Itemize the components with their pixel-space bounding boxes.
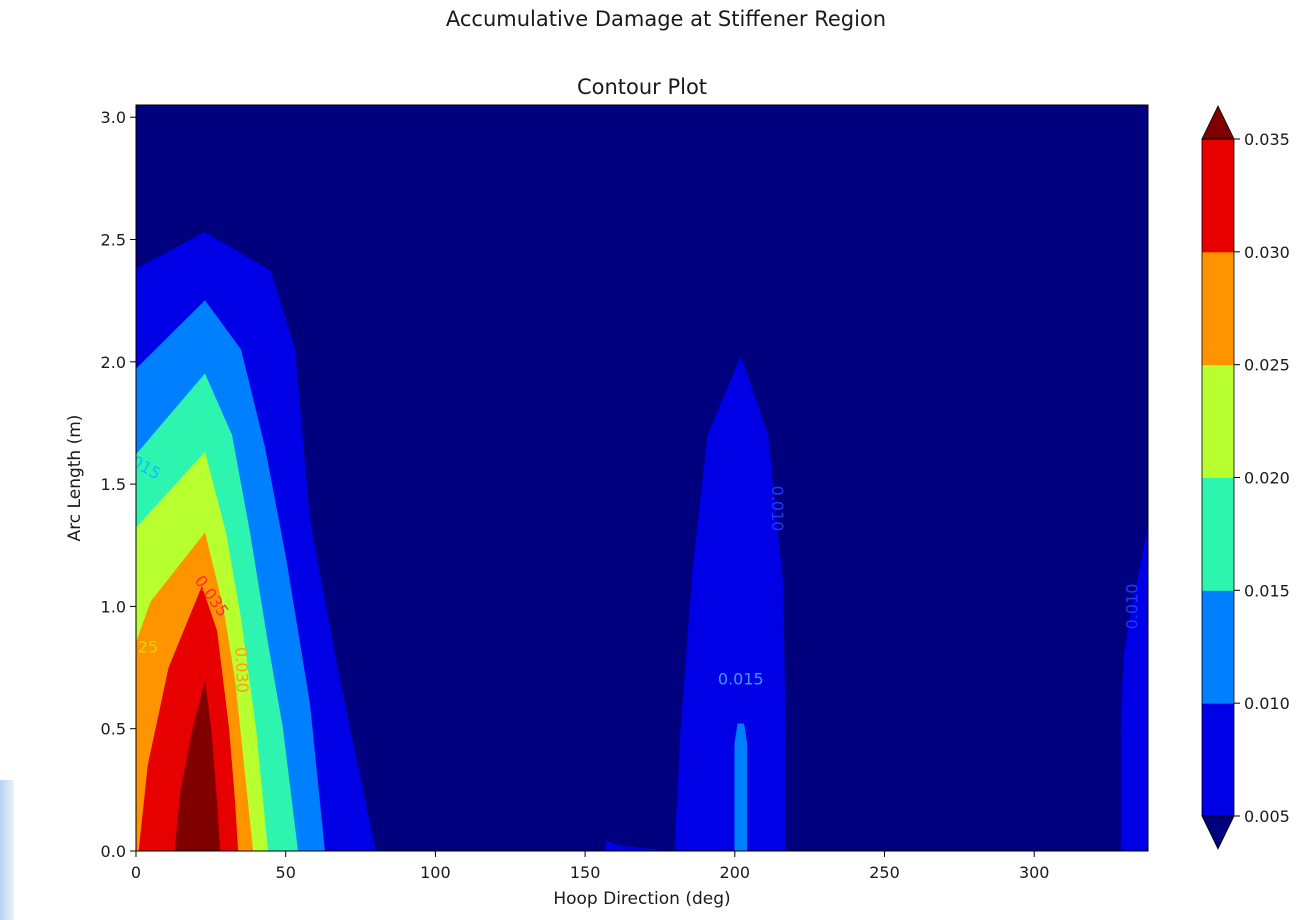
x-tick-label: 0 — [131, 863, 141, 882]
x-tick-label: 200 — [720, 863, 751, 882]
x-tick-label: 300 — [1019, 863, 1050, 882]
colorbar-band-4 — [1202, 251, 1234, 366]
contour-label-5: 0.010 — [768, 486, 787, 532]
x-axis-label: Hoop Direction (deg) — [553, 889, 730, 909]
colorbar-under-extension — [1201, 815, 1235, 850]
colorbar-tick-label: 0.020 — [1244, 469, 1290, 488]
y-tick-label: 1.0 — [101, 597, 126, 616]
y-axis-label: Arc Length (m) — [65, 415, 85, 542]
colorbar-tick-label: 0.005 — [1244, 807, 1290, 826]
side-accent — [0, 780, 14, 920]
x-tick-label: 250 — [869, 863, 900, 882]
y-axis: 0.0 0.5 1.0 1.5 2.0 2.5 3.0 — [101, 108, 136, 861]
colorbar-band-1 — [1202, 590, 1234, 704]
contour-label-1: 25 — [138, 637, 158, 656]
colorbar-band-2 — [1202, 477, 1234, 591]
x-tick-label: 50 — [276, 863, 296, 882]
contour-label-3: 0.030 — [231, 647, 252, 693]
colorbar-tick-label: 0.015 — [1244, 581, 1290, 600]
colorbar-band-3 — [1202, 364, 1234, 478]
colorbar-tick-label: 0.035 — [1244, 130, 1290, 149]
colorbar-band-5 — [1202, 139, 1234, 253]
colorbar: 0.005 0.010 0.015 0.020 0.025 0.030 0.035 — [1201, 105, 1290, 850]
y-tick-label: 0.0 — [101, 842, 126, 861]
contour-region-8 — [734, 723, 748, 851]
x-tick-label: 100 — [420, 863, 451, 882]
contour-region-9 — [605, 840, 669, 851]
y-tick-label: 3.0 — [101, 108, 126, 127]
plot-frame — [135, 104, 1149, 852]
contour-region-6 — [174, 682, 221, 851]
contour-region-10 — [1120, 528, 1148, 851]
y-tick-label: 0.5 — [101, 720, 126, 739]
contour-label-4: 0.015 — [718, 669, 764, 688]
x-tick-label: 150 — [570, 863, 601, 882]
x-axis: 0 50 100 150 200 250 300 — [131, 851, 1050, 882]
contour-label-6: 0.010 — [1123, 584, 1142, 630]
y-tick-label: 2.5 — [101, 231, 126, 250]
colorbar-over-extension — [1201, 105, 1235, 140]
figure-suptitle: Accumulative Damage at Stiffener Region — [446, 7, 886, 31]
colorbar-tick-label: 0.010 — [1244, 694, 1290, 713]
colorbar-tick-label: 0.025 — [1244, 356, 1290, 375]
plot-title: Contour Plot — [577, 75, 707, 99]
y-tick-label: 2.0 — [101, 353, 126, 372]
y-tick-label: 1.5 — [101, 475, 126, 494]
contour-region-7 — [674, 356, 787, 851]
colorbar-band-0 — [1202, 703, 1234, 817]
colorbar-tick-label: 0.030 — [1244, 243, 1290, 262]
